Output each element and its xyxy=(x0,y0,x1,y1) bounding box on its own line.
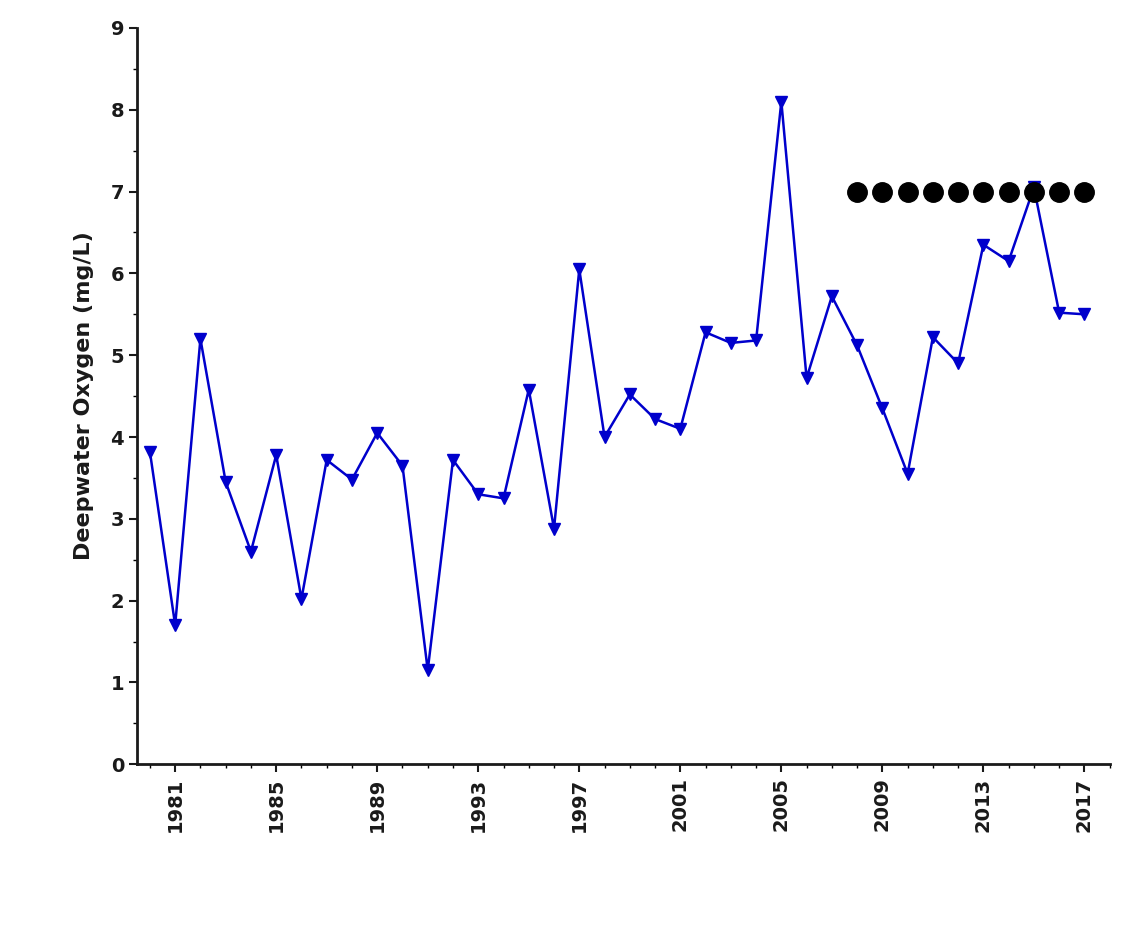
Y-axis label: Deepwater Oxygen (mg/L): Deepwater Oxygen (mg/L) xyxy=(74,232,94,560)
